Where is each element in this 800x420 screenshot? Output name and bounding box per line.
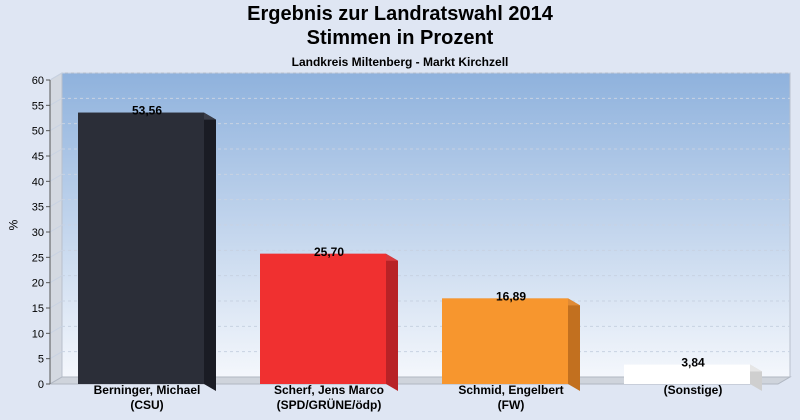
- y-tick-label: 50: [32, 126, 44, 138]
- y-tick-label: 40: [32, 176, 44, 188]
- bar-value-label: 53,56: [132, 104, 162, 118]
- grid-line-side: [49, 173, 63, 182]
- grid-line-side: [49, 249, 63, 258]
- bar: [442, 298, 568, 384]
- y-tick-label: 30: [32, 227, 44, 239]
- bar-side: [204, 112, 216, 391]
- y-tick-label: 15: [32, 303, 44, 315]
- y-tick-label: 35: [32, 202, 44, 214]
- grid-line-side: [49, 148, 63, 157]
- grid-line-side: [49, 199, 63, 208]
- y-tick-label: 25: [32, 252, 44, 264]
- y-tick-label: 20: [32, 278, 44, 290]
- x-category-sublabel: (CSU): [130, 398, 163, 412]
- chart-region-label: Landkreis Miltenberg - Markt Kirchzell: [291, 55, 509, 69]
- x-category-sublabel: (SPD/GRÜNE/ödp): [277, 397, 382, 412]
- x-category-label: Schmid, Engelbert: [458, 383, 563, 397]
- chart-subtitle: Stimmen in Prozent: [306, 27, 494, 49]
- bar-value-label: 3,84: [681, 356, 705, 370]
- y-tick-label: 10: [32, 328, 44, 340]
- y-tick-label: 5: [38, 354, 44, 366]
- bar: [260, 253, 386, 384]
- bar-value-label: 25,70: [314, 245, 344, 259]
- x-category-sublabel: (FW): [498, 398, 525, 412]
- grid-line-side: [49, 123, 63, 132]
- chart-title: Ergebnis zur Landratswahl 2014: [247, 3, 553, 25]
- x-category-label: Scherf, Jens Marco: [274, 383, 384, 397]
- y-tick-label: 55: [32, 100, 44, 112]
- y-tick-label: 45: [32, 151, 44, 163]
- grid-line-side: [49, 275, 63, 284]
- grid-line-side: [49, 300, 63, 309]
- x-category-label: Berninger, Michael: [94, 383, 201, 397]
- x-category-label: (Sonstige): [664, 383, 723, 397]
- bar-side: [386, 253, 398, 391]
- grid-line-side: [49, 72, 63, 81]
- grid-line-side: [49, 351, 63, 360]
- bar: [624, 364, 750, 384]
- y-tick-label: 60: [32, 75, 44, 87]
- grid-line-side: [49, 224, 63, 233]
- grid-line-side: [49, 97, 63, 106]
- bar-value-label: 16,89: [496, 289, 526, 303]
- y-tick-label: 0: [38, 379, 44, 391]
- grid-line-side: [49, 325, 63, 334]
- bar: [78, 112, 204, 384]
- bar-side: [568, 298, 580, 391]
